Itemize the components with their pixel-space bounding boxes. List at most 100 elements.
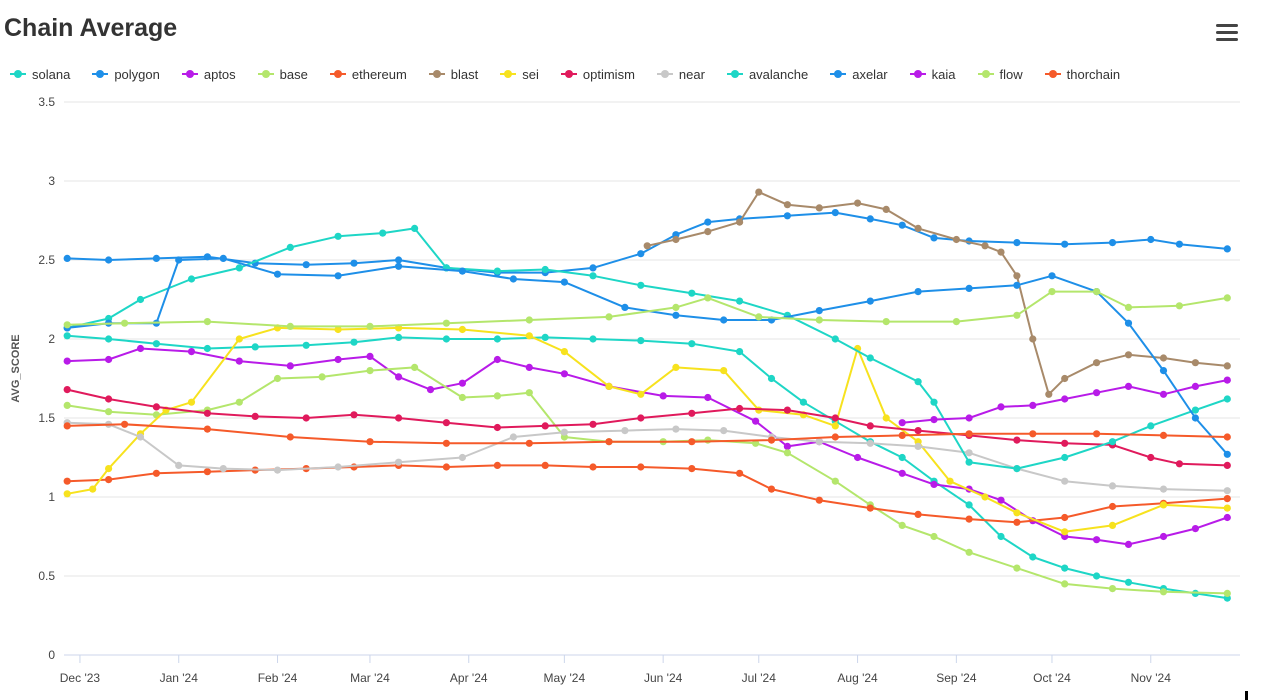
data-point-avalanche xyxy=(334,232,342,240)
data-point-optimism xyxy=(736,404,744,413)
x-tick-label: Aug '24 xyxy=(837,671,878,685)
data-point-solana xyxy=(799,398,808,406)
legend-swatch-icon xyxy=(726,70,743,78)
data-point-base xyxy=(525,389,533,397)
series-flow xyxy=(63,288,1231,330)
data-point-near xyxy=(1223,487,1231,495)
data-point-base xyxy=(63,401,71,409)
data-point-optimism xyxy=(251,412,259,420)
legend-item-base[interactable]: base xyxy=(257,67,308,82)
data-point-avalanche xyxy=(136,295,145,304)
data-point-avalanche xyxy=(1061,453,1069,462)
series-line-aptos xyxy=(66,347,1229,546)
data-point-base xyxy=(318,373,326,381)
data-point-thorchain xyxy=(121,420,129,428)
data-point-axelar xyxy=(621,303,629,311)
data-point-optimism xyxy=(1223,461,1231,469)
data-point-ethereum xyxy=(63,477,71,485)
hamburger-menu-icon[interactable] xyxy=(1216,24,1238,44)
legend-item-near[interactable]: near xyxy=(656,66,705,82)
data-point-sei xyxy=(1061,528,1069,536)
data-point-blast xyxy=(1045,390,1053,398)
legend-item-axelar[interactable]: axelar xyxy=(830,67,888,82)
data-point-solana xyxy=(302,341,310,349)
data-point-aptos xyxy=(783,442,792,450)
data-point-axelar xyxy=(965,284,973,292)
data-point-blast xyxy=(952,235,961,244)
data-point-aptos xyxy=(560,370,569,378)
data-point-solana xyxy=(1029,553,1037,561)
data-point-flow xyxy=(203,318,211,326)
data-point-solana xyxy=(493,335,501,343)
data-point-flow xyxy=(442,319,450,327)
data-point-solana xyxy=(736,348,744,356)
data-point-avalanche xyxy=(866,354,874,362)
data-point-base xyxy=(704,436,712,444)
legend-swatch-icon xyxy=(257,70,274,78)
data-point-avalanche xyxy=(493,267,501,275)
data-point-sei xyxy=(720,367,728,375)
legend-label: blast xyxy=(450,66,479,82)
data-point-polygon xyxy=(1013,239,1021,247)
data-point-sei xyxy=(637,390,645,398)
legend-item-thorchain[interactable]: thorchain xyxy=(1044,67,1120,82)
data-point-sei xyxy=(1013,509,1021,517)
data-point-flow xyxy=(1048,288,1056,296)
legend-item-sei[interactable]: sei xyxy=(500,67,539,82)
data-point-solana xyxy=(152,340,160,348)
legend-label: aptos xyxy=(203,66,236,82)
data-point-aptos xyxy=(136,344,145,353)
legend-item-kaia[interactable]: kaia xyxy=(909,67,956,82)
data-point-aptos xyxy=(366,352,374,360)
data-point-blast xyxy=(997,248,1005,256)
data-point-near xyxy=(1159,485,1168,493)
series-line-ethereum xyxy=(66,464,1229,524)
data-point-base xyxy=(965,548,973,556)
legend-item-polygon[interactable]: polygon xyxy=(92,67,160,82)
data-point-ethereum xyxy=(736,469,744,477)
data-point-optimism xyxy=(1175,460,1183,468)
legend-item-aptos[interactable]: aptos xyxy=(181,66,236,82)
data-point-polygon xyxy=(350,259,358,267)
data-point-optimism xyxy=(914,427,922,435)
data-point-polygon xyxy=(866,215,874,223)
data-point-solana xyxy=(541,333,549,341)
data-point-sei xyxy=(63,490,71,498)
legend-item-solana[interactable]: solana xyxy=(10,67,70,82)
data-point-ethereum xyxy=(767,485,776,493)
data-point-polygon xyxy=(898,221,906,229)
data-point-sei xyxy=(882,414,890,422)
data-point-polygon xyxy=(152,254,160,262)
data-point-avalanche xyxy=(411,224,419,232)
y-tick-label: 1.5 xyxy=(38,411,55,425)
data-point-axelar xyxy=(1191,414,1199,422)
data-point-avalanche xyxy=(688,289,696,297)
data-point-flow xyxy=(755,313,763,321)
data-point-thorchain xyxy=(63,422,71,430)
legend-item-blast[interactable]: blast xyxy=(428,66,479,82)
data-point-polygon xyxy=(1147,235,1155,244)
x-tick-label: Jan '24 xyxy=(160,671,199,685)
legend-label: near xyxy=(678,66,705,82)
data-point-near xyxy=(1061,477,1069,485)
data-point-blast xyxy=(882,205,890,213)
series-line-thorchain xyxy=(66,423,1229,445)
legend-swatch-icon xyxy=(1044,70,1061,78)
legend-item-ethereum[interactable]: ethereum xyxy=(329,67,407,82)
series-blast xyxy=(643,188,1231,398)
legend-item-flow[interactable]: flow xyxy=(977,67,1023,82)
data-point-ethereum xyxy=(442,463,450,471)
data-point-avalanche xyxy=(930,398,938,406)
data-point-aptos xyxy=(458,379,466,387)
data-point-sei xyxy=(1223,504,1231,512)
legend-item-avalanche[interactable]: avalanche xyxy=(726,67,808,82)
legend-swatch-icon xyxy=(909,70,926,78)
legend-item-optimism[interactable]: optimism xyxy=(560,67,635,82)
data-point-flow xyxy=(525,316,533,324)
data-point-ethereum xyxy=(637,463,645,471)
data-point-solana xyxy=(767,374,776,383)
data-point-axelar xyxy=(175,256,183,264)
data-point-thorchain xyxy=(1159,431,1168,439)
data-point-thorchain xyxy=(688,438,696,446)
